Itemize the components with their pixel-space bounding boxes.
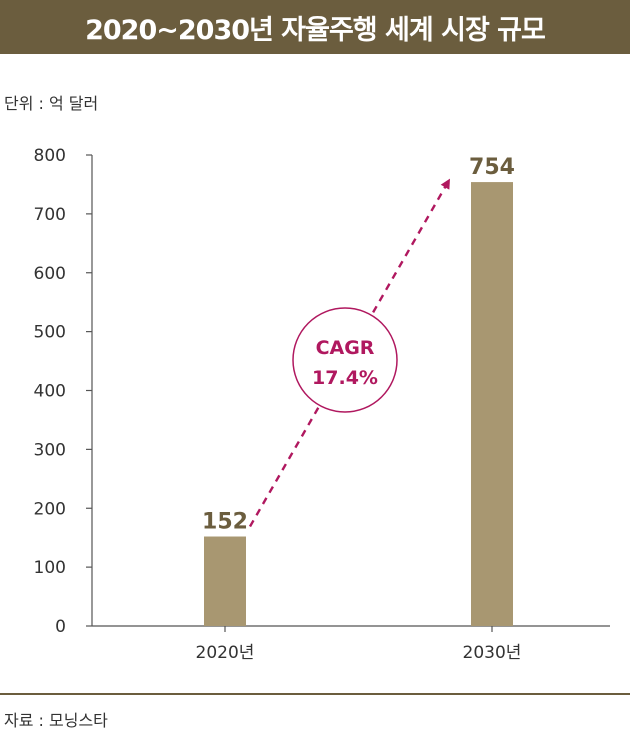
bar xyxy=(204,536,246,626)
x-axis: 2020년 2030년 xyxy=(92,625,610,663)
cagr-label: CAGR xyxy=(316,337,375,359)
y-tick-label: 0 xyxy=(55,617,66,637)
footer-divider xyxy=(0,693,630,695)
title-bar: 2020~2030년 자율주행 세계 시장 규모 xyxy=(0,0,630,54)
y-tick-label: 700 xyxy=(34,205,66,225)
chart-title: 2020~2030년 자율주행 세계 시장 규모 xyxy=(85,14,546,46)
unit-label: 단위 : 억 달러 xyxy=(4,94,99,113)
cagr-circle xyxy=(292,307,398,413)
x-tick-label: 2020년 xyxy=(196,643,255,663)
y-tick-label: 600 xyxy=(34,264,66,284)
source-label: 자료 : 모닝스타 xyxy=(4,711,108,730)
y-axis: 0 100 200 300 400 500 600 700 800 xyxy=(34,146,93,637)
y-tick-label: 500 xyxy=(34,323,66,343)
y-tick-label: 800 xyxy=(34,146,66,166)
bar-chart: 0 100 200 300 400 500 600 700 800 2020년 2030년 152… xyxy=(34,146,610,663)
cagr-annotation: CAGR 17.4% xyxy=(248,178,450,528)
bar-value-label: 754 xyxy=(469,155,515,180)
y-tick-label: 400 xyxy=(34,382,66,402)
bars-group: 152 754 xyxy=(202,155,515,626)
cagr-value: 17.4% xyxy=(312,367,378,389)
bar-value-label: 152 xyxy=(202,510,248,535)
bar xyxy=(471,182,513,626)
y-tick-label: 300 xyxy=(34,440,66,460)
x-tick-label: 2030년 xyxy=(463,643,522,663)
y-tick-label: 100 xyxy=(34,558,66,578)
y-tick-label: 200 xyxy=(34,499,66,519)
